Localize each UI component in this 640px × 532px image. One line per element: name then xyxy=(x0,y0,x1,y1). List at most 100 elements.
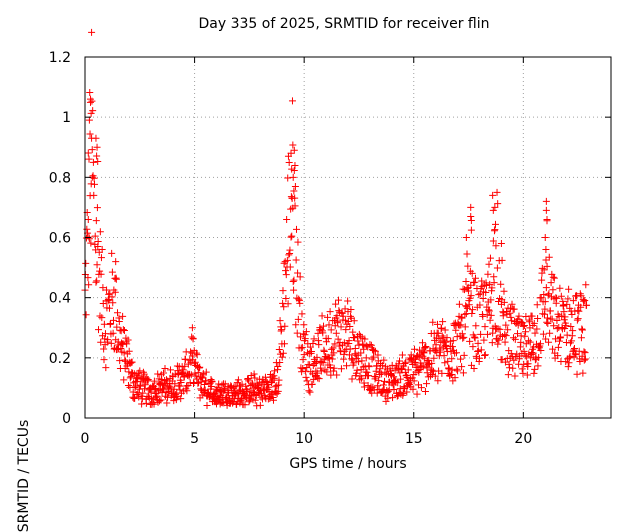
data-point xyxy=(371,347,379,355)
data-point xyxy=(90,174,98,182)
data-point xyxy=(306,343,314,351)
data-point xyxy=(363,342,371,350)
data-point xyxy=(501,338,509,346)
data-point xyxy=(85,155,93,163)
data-point xyxy=(390,373,398,381)
data-point xyxy=(492,242,500,250)
data-point xyxy=(112,275,120,283)
data-point xyxy=(374,351,382,359)
data-point xyxy=(290,286,298,294)
data-point xyxy=(299,356,307,364)
x-tick-label: 5 xyxy=(190,431,199,447)
data-point xyxy=(275,345,283,353)
data-point xyxy=(335,296,343,304)
data-point xyxy=(461,323,469,331)
data-point xyxy=(370,353,378,361)
data-point xyxy=(428,371,436,379)
data-point xyxy=(510,356,518,364)
data-point xyxy=(126,374,134,382)
data-point xyxy=(556,284,564,292)
data-point xyxy=(87,109,95,117)
data-point xyxy=(531,329,539,337)
data-point xyxy=(288,97,296,105)
data-point xyxy=(291,183,299,191)
data-point xyxy=(370,346,378,354)
data-point xyxy=(331,340,339,348)
data-point xyxy=(307,347,315,355)
data-point xyxy=(561,313,569,321)
data-point xyxy=(457,355,465,363)
data-point xyxy=(498,256,506,264)
data-point xyxy=(380,356,388,364)
data-point xyxy=(191,369,199,377)
data-point xyxy=(332,300,340,308)
data-point xyxy=(237,386,245,394)
data-point xyxy=(289,278,297,286)
data-point xyxy=(104,336,112,344)
data-point xyxy=(482,288,490,296)
data-point xyxy=(89,158,97,166)
data-point xyxy=(361,335,369,343)
data-point xyxy=(422,342,430,350)
data-point xyxy=(296,299,304,307)
data-point xyxy=(179,366,187,374)
data-point xyxy=(192,349,200,357)
data-point xyxy=(279,287,287,295)
data-point xyxy=(177,395,185,403)
data-point xyxy=(289,141,297,149)
data-point xyxy=(315,341,323,349)
data-point xyxy=(241,401,249,409)
data-point xyxy=(396,369,404,377)
data-point xyxy=(294,269,302,277)
data-point xyxy=(441,359,449,367)
data-point xyxy=(241,393,249,401)
data-point xyxy=(119,312,127,320)
data-point xyxy=(577,303,585,311)
data-point xyxy=(247,372,255,380)
data-point xyxy=(327,326,335,334)
data-point xyxy=(579,326,587,334)
data-point xyxy=(268,389,276,397)
data-point xyxy=(283,216,291,224)
data-point xyxy=(184,372,192,380)
data-point xyxy=(118,339,126,347)
data-point xyxy=(234,376,242,384)
data-point xyxy=(150,377,158,385)
data-point xyxy=(86,130,94,138)
data-point xyxy=(266,394,274,402)
data-point xyxy=(486,254,494,262)
data-point xyxy=(114,338,122,346)
data-point xyxy=(481,351,489,359)
data-point xyxy=(108,293,116,301)
data-point xyxy=(337,365,345,373)
data-point xyxy=(275,376,283,384)
data-point xyxy=(288,194,296,202)
scatter-chart: 0 5 10 15 20 0 0.2 0.4 0.6 0.8 1 1.2 xyxy=(49,28,612,447)
data-point xyxy=(438,369,446,377)
data-point xyxy=(116,357,124,365)
data-point xyxy=(306,361,314,369)
data-point xyxy=(560,308,568,316)
data-point xyxy=(474,347,482,355)
data-point xyxy=(484,330,492,338)
data-point xyxy=(276,350,284,358)
data-point xyxy=(129,388,137,396)
data-point xyxy=(367,341,375,349)
data-point xyxy=(463,250,471,258)
data-point xyxy=(100,320,108,328)
data-point xyxy=(520,321,528,329)
data-point xyxy=(402,358,410,366)
data-point xyxy=(529,349,537,357)
data-point xyxy=(417,384,425,392)
data-point xyxy=(393,392,401,400)
data-point xyxy=(493,264,501,272)
grid-lines xyxy=(85,57,611,418)
data-point xyxy=(97,270,105,278)
data-point xyxy=(431,347,439,355)
data-point xyxy=(490,279,498,287)
data-point xyxy=(418,362,426,370)
data-point xyxy=(359,341,367,349)
data-point xyxy=(322,353,330,361)
data-point xyxy=(448,366,456,374)
x-tick-label: 0 xyxy=(81,431,90,447)
